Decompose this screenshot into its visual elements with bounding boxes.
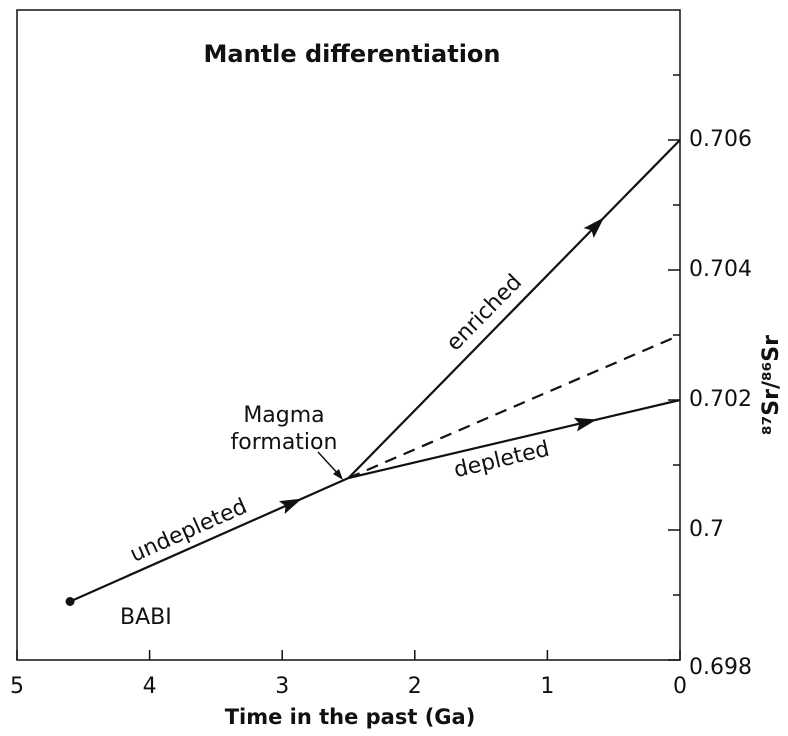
y-tick-label: 0.698: [689, 655, 752, 680]
dashed-line: [348, 333, 681, 480]
series-label: enriched: [442, 270, 527, 356]
direction-arrow: [573, 417, 597, 432]
x-axis-label: Time in the past (Ga): [225, 705, 476, 729]
x-tick-label: 0: [673, 674, 687, 699]
series-label: depleted: [451, 437, 551, 484]
y-tick-label: 0.706: [689, 127, 752, 152]
magma-arrowhead: [333, 469, 343, 480]
magma-label: formation: [231, 430, 338, 455]
y-axis-label: ⁸⁷Sr/⁸⁶Sr: [759, 335, 784, 435]
series-line: [69, 476, 349, 603]
y-tick-label: 0.7: [689, 517, 724, 542]
direction-arrow: [583, 217, 605, 238]
direction-arrow: [279, 498, 302, 514]
x-tick-label: 1: [540, 674, 554, 699]
plot-frame: [16, 9, 681, 661]
babi-label: BABI: [120, 605, 172, 630]
magma-label: Magma: [243, 403, 324, 428]
y-tick-label: 0.702: [689, 387, 752, 412]
x-tick-label: 2: [408, 674, 422, 699]
series-label: undepleted: [126, 494, 251, 568]
series-line: [347, 139, 681, 479]
x-tick-label: 5: [10, 674, 24, 699]
y-tick-label: 0.704: [689, 257, 752, 282]
x-tick-label: 4: [143, 674, 157, 699]
start-point: [65, 597, 75, 606]
chart-title: Mantle differentiation: [204, 40, 501, 68]
x-tick-label: 3: [275, 674, 289, 699]
series-line: [348, 398, 681, 480]
